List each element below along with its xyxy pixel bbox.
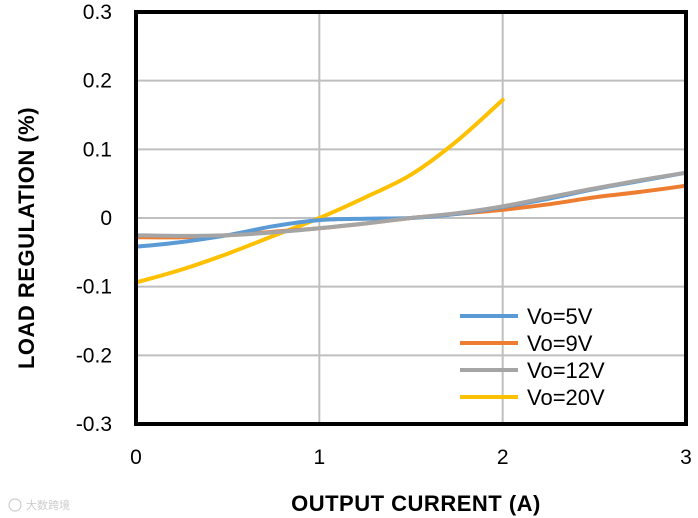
y-axis-title: LOAD REGULATION (%) [14,107,39,369]
series-line-vo-9v [134,183,688,240]
x-tick-labels: 0 1 2 3 [130,446,692,469]
plot-frame [134,10,688,426]
legend-label: Vo=5V [527,304,593,329]
x-tick-label: 2 [497,446,509,469]
y-tick-labels: 0.3 0.2 0.1 0 -0.1 -0.2 -0.3 [76,1,112,436]
legend-label: Vo=12V [527,358,605,383]
y-tick-label: -0.2 [76,344,112,367]
y-tick-label: 0.1 [83,138,112,161]
series-lines [134,97,688,285]
series-line-vo-20v [134,97,505,285]
x-tick-label: 3 [680,446,692,469]
watermark-text: 大数跨境 [26,498,70,512]
y-tick-label: 0.3 [83,1,112,24]
y-tick-label: 0.2 [83,70,112,93]
x-tick-label: 0 [130,446,142,469]
watermark-icon [8,498,22,512]
y-tick-label: -0.3 [76,413,112,436]
series-line-vo-12v [134,170,688,238]
x-tick-label: 1 [313,446,325,469]
legend-label: Vo=20V [527,385,605,410]
legend-label: Vo=9V [527,331,593,356]
x-axis-title: OUTPUT CURRENT (A) [291,491,541,516]
y-tick-label: -0.1 [76,276,112,299]
watermark-logo: 大数跨境 [8,498,70,512]
y-tick-label: 0 [100,207,112,230]
